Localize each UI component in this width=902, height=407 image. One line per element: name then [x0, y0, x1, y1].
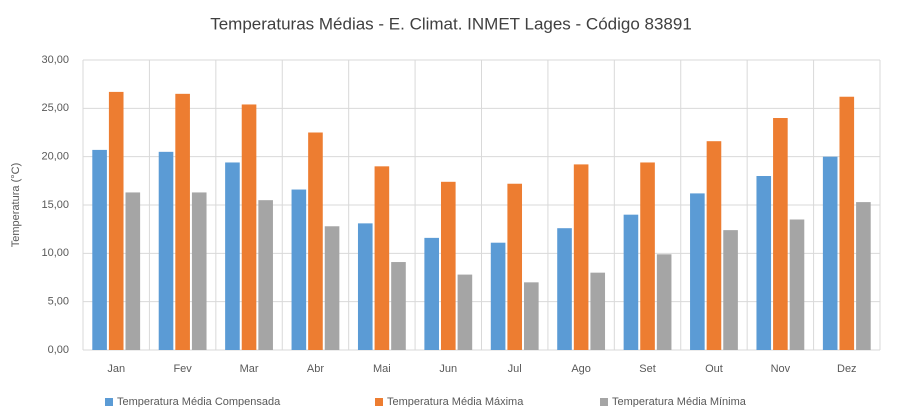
x-tick-label: Set — [639, 363, 656, 375]
bar — [308, 132, 323, 350]
bar — [723, 230, 738, 350]
bar — [789, 219, 805, 350]
y-tick-label: 20,00 — [41, 151, 69, 163]
x-tick-label: Jun — [439, 363, 457, 375]
bar — [258, 200, 273, 350]
bar — [557, 228, 572, 350]
bar — [158, 151, 174, 350]
y-tick-label: 25,00 — [41, 102, 69, 114]
y-tick-label: 10,00 — [41, 247, 69, 259]
bar — [291, 189, 307, 350]
y-tick-label: 5,00 — [48, 296, 69, 308]
x-tick-label: Jan — [107, 363, 125, 375]
x-tick-label: Fev — [173, 363, 192, 375]
x-tick-label: Nov — [771, 363, 791, 375]
y-tick-label: 15,00 — [41, 199, 69, 211]
x-tick-label: Dez — [837, 363, 857, 375]
bar — [590, 272, 606, 350]
bar — [507, 183, 523, 350]
x-tick-label: Out — [705, 363, 723, 375]
x-tick-label: Mai — [373, 363, 391, 375]
legend-swatch — [375, 398, 383, 406]
bar — [773, 118, 788, 350]
bar — [324, 226, 340, 350]
bar — [175, 93, 190, 350]
bar — [690, 193, 705, 350]
bar — [822, 156, 838, 350]
legend-label: Temperatura Média Mínima — [612, 396, 747, 407]
bar — [374, 166, 390, 350]
x-tick-label: Abr — [307, 363, 324, 375]
bar — [756, 176, 772, 350]
bar — [524, 282, 539, 350]
bar — [391, 262, 406, 350]
bar — [706, 141, 722, 350]
bar — [225, 162, 240, 350]
legend-swatch — [105, 398, 113, 406]
legend-swatch — [600, 398, 608, 406]
bar — [125, 192, 141, 350]
bar — [424, 237, 439, 350]
x-tick-label: Jul — [508, 363, 522, 375]
legend-label: Temperatura Média Máxima — [387, 396, 524, 407]
x-tick-label: Ago — [571, 363, 591, 375]
chart-title: Temperaturas Médias - E. Climat. INMET L… — [210, 14, 692, 33]
bar — [357, 223, 373, 350]
bar — [191, 192, 207, 350]
bar — [839, 96, 855, 350]
y-tick-label: 30,00 — [41, 54, 69, 66]
y-tick-label: 0,00 — [48, 344, 69, 356]
legend-label: Temperatura Média Compensada — [117, 396, 281, 407]
x-tick-label: Mar — [240, 363, 259, 375]
bar — [108, 91, 124, 351]
bar — [241, 104, 257, 350]
y-axis-label: Temperatura (°C) — [10, 163, 22, 247]
bar — [856, 202, 871, 350]
bar — [573, 164, 589, 350]
bar — [92, 149, 107, 350]
bar — [640, 162, 655, 350]
bar — [490, 242, 506, 350]
bar — [440, 181, 456, 350]
bar — [656, 254, 672, 350]
bar — [457, 274, 473, 350]
bar — [623, 214, 639, 350]
